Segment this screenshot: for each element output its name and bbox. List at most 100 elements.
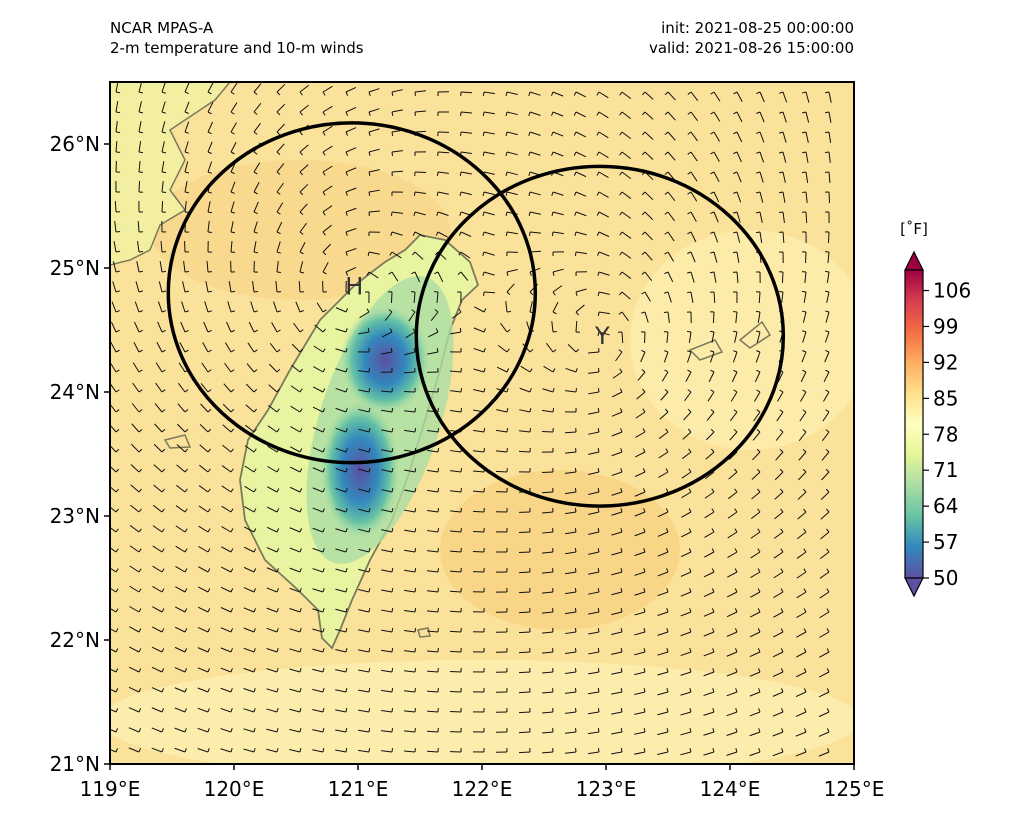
wind-barb [667, 231, 675, 242]
wind-barb [138, 141, 142, 153]
wind-barb-flag [825, 508, 830, 513]
wind-barb-flag [551, 151, 554, 156]
wind-barb-flag [368, 407, 371, 413]
wind-barb [290, 385, 301, 393]
wind-barb-flag [391, 427, 394, 433]
wind-barb-flag [711, 508, 715, 513]
wind-barb-flag [688, 548, 692, 553]
wind-barb [772, 651, 784, 658]
wind-barb-flag [115, 270, 121, 273]
wind-barb [667, 191, 676, 201]
wind-barb-flag [207, 488, 211, 493]
wind-barb [199, 444, 209, 453]
colorbar-tick-label: 50 [933, 566, 958, 590]
wind-barb [198, 485, 209, 493]
wind-barb-flag [483, 308, 487, 313]
wind-barb [253, 122, 261, 133]
wind-barb [276, 103, 286, 113]
wind-barb-flag [322, 309, 327, 313]
wind-barb [230, 221, 234, 233]
wind-barb [460, 131, 472, 134]
wind-barb-flag [161, 151, 167, 154]
wind-barb-flag [414, 527, 417, 533]
wind-barb-flag [483, 348, 486, 353]
wind-barb [391, 170, 404, 173]
wind-barb-flag [368, 567, 371, 573]
wind-barb [151, 666, 163, 673]
wind-barb-flag [664, 350, 669, 353]
wind-barb [782, 231, 785, 244]
wind-barb-flag [803, 688, 807, 693]
wind-barb [322, 105, 333, 113]
wind-barb-flag [115, 528, 119, 533]
storm-marker-label: H [345, 273, 363, 301]
wind-barb-flag [115, 728, 119, 733]
wind-barb-flag [184, 708, 187, 713]
wind-barb-flag [390, 231, 393, 236]
wind-barb [734, 331, 738, 343]
wind-barb [713, 191, 720, 203]
wind-barb [796, 631, 807, 638]
wind-barb-flag [299, 488, 303, 493]
wind-barb [368, 148, 380, 153]
wind-barb-flag [824, 131, 830, 134]
wind-barb [413, 291, 416, 304]
wind-barb-flag [391, 547, 394, 553]
wind-barb [518, 571, 531, 574]
wind-barb-flag [299, 708, 302, 713]
wind-barb-flag [184, 688, 188, 693]
wind-barb-flag [413, 191, 416, 197]
wind-barb-flag [276, 608, 279, 613]
wind-barb [782, 191, 786, 203]
wind-barb [322, 262, 329, 273]
wind-barb [611, 671, 623, 675]
wind-barb [657, 511, 669, 518]
wind-barb-flag [322, 648, 325, 653]
wind-barb [797, 511, 807, 520]
wind-barb [818, 751, 830, 757]
wind-barb [518, 651, 531, 654]
wind-barb-flag [207, 211, 213, 214]
wind-barb-flag [597, 627, 600, 633]
wind-barb-flag [345, 348, 348, 353]
wind-barb-flag [597, 311, 600, 317]
wind-barb [368, 128, 380, 133]
wind-barb-flag [253, 171, 258, 175]
wind-barb [404, 670, 416, 673]
wind-barb [335, 348, 347, 353]
wind-barb-flag [802, 389, 807, 393]
wind-barb [634, 591, 646, 596]
wind-barb [565, 591, 577, 595]
wind-barb-flag [506, 368, 510, 373]
wind-barb-flag [345, 667, 348, 673]
wind-barb [335, 488, 347, 493]
wind-barb [180, 321, 186, 333]
wind-barb-flag [597, 427, 600, 433]
wind-barb [611, 551, 623, 556]
wind-barb [200, 403, 209, 413]
wind-barb [335, 528, 347, 533]
wind-barb-flag [483, 368, 486, 373]
wind-barb-flag [712, 628, 715, 633]
wind-barb [436, 291, 439, 303]
wind-barb-flag [779, 468, 784, 473]
wind-barb-flag [711, 588, 715, 593]
wind-barb-flag [161, 448, 166, 453]
wind-barb-flag [299, 91, 303, 96]
wind-barb [114, 200, 117, 213]
wind-barb [110, 688, 117, 693]
wind-barb-flag [529, 291, 534, 296]
wind-barb [680, 711, 692, 716]
wind-barb [483, 91, 495, 95]
wind-barb-flag [826, 548, 830, 553]
wind-barb-flag [528, 91, 531, 96]
wind-barb [824, 331, 830, 343]
wind-barb-flag [596, 151, 600, 156]
wind-barb-flag [391, 707, 394, 713]
wind-barb [266, 668, 278, 673]
wind-barb [322, 205, 333, 213]
wind-barb-flag [161, 548, 165, 553]
wind-barb-flag [643, 747, 646, 753]
wind-barb-flag [253, 468, 257, 473]
island [738, 320, 772, 349]
